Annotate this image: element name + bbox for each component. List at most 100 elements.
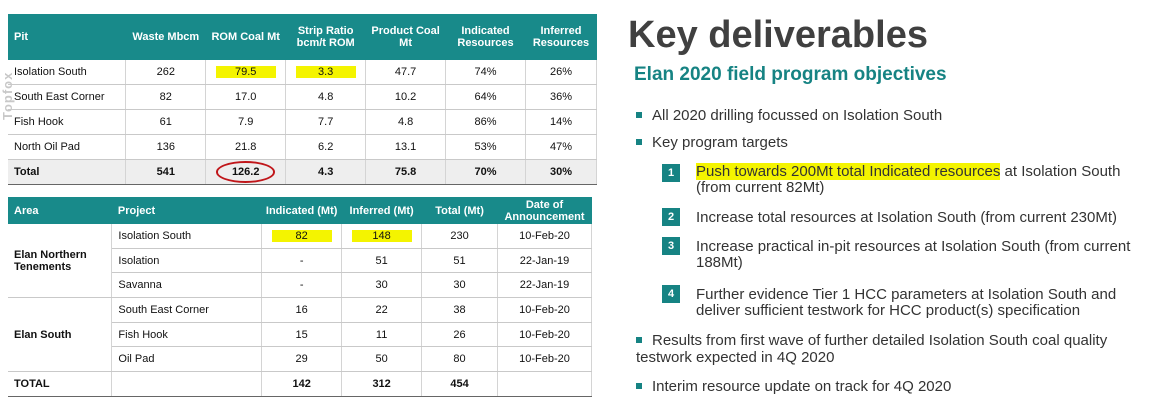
table-cell: Oil Pad (111, 346, 263, 373)
column-header: Indicated (Mt) (261, 197, 342, 224)
highlighted-value: 148 (351, 229, 412, 242)
table-cell: Savanna (111, 272, 263, 299)
table-cell: 4.3 (285, 159, 367, 185)
table-cell: 64% (445, 84, 526, 110)
table-cell: 10-Feb-20 (497, 224, 593, 249)
table-cell: 15 (261, 322, 343, 348)
table-cell: 16 (261, 297, 343, 323)
table-cell: 10-Feb-20 (497, 297, 593, 323)
table-cell: 70% (445, 159, 526, 185)
table-cell: 51 (341, 248, 423, 274)
highlighted-text: Push towards 200Mt total Indicated resou… (696, 163, 1001, 180)
area-cell: Elan South (8, 297, 113, 373)
target-text: Increase total resources at Isolation So… (696, 209, 1118, 226)
table-row: Savanna - 30 30 22-Jan-19 (8, 272, 593, 299)
table-cell: Fish Hook (111, 322, 263, 348)
bullet-item: Results from first wave of further detai… (636, 332, 1136, 366)
table-cell: 10.2 (365, 84, 447, 110)
target-text-rest: at Isolation South (from current 82Mt) (696, 163, 1121, 196)
table-row: North Oil Pad 136 21.8 6.2 13.1 53% 47% (8, 134, 598, 160)
table-cell: 312 (341, 371, 423, 397)
total-row: TOTAL 142 312 454 (8, 371, 593, 397)
table-row: Fish Hook 61 7.9 7.7 4.8 86% 14% (8, 109, 598, 135)
target-number-badge: 4 (662, 285, 680, 303)
column-header: Indicated Resources (445, 14, 526, 60)
column-header: Inferred (Mt) (341, 197, 422, 224)
table-cell: 80 (421, 346, 498, 373)
table-cell: 3.3 (285, 60, 367, 85)
table-cell: 22-Jan-19 (497, 272, 593, 299)
table-cell: Total (8, 159, 127, 185)
column-header: Inferred Resources (525, 14, 597, 60)
highlighted-value: 79.5 (215, 66, 276, 78)
table-cell: South East Corner (8, 84, 127, 110)
table-cell: Isolation (111, 248, 263, 274)
table-cell: 30 (341, 272, 423, 299)
table-cell: 47.7 (365, 60, 447, 85)
table-cell: Isolation South (111, 224, 263, 249)
table-row: Elan Northern Tenements Isolation South … (8, 224, 593, 299)
table-cell: 86% (445, 109, 526, 135)
bullet-icon (636, 139, 642, 146)
table-row: Isolation South 262 79.5 3.3 47.7 74% 26… (8, 60, 598, 85)
table-cell: 30 (421, 272, 498, 299)
table-cell: 6.2 (285, 134, 367, 160)
pit-summary-table: Pit Waste Mbcm ROM Coal Mt Strip Ratio b… (8, 14, 598, 185)
table-cell: 13.1 (365, 134, 447, 160)
table-cell: - (261, 272, 343, 299)
table-cell: 61 (125, 109, 207, 135)
bullet-icon (636, 383, 642, 390)
highlighted-value: 82 (271, 229, 332, 242)
table-cell: 10-Feb-20 (497, 322, 593, 348)
table-cell: North Oil Pad (8, 134, 127, 160)
table-cell: 148 (341, 224, 423, 249)
table-cell: 17.0 (205, 84, 287, 110)
circled-value: 126.2 (215, 161, 276, 183)
table-row: Fish Hook 15 11 26 10-Feb-20 (8, 322, 593, 348)
table-cell: 10-Feb-20 (497, 346, 593, 373)
area-cell: Elan Northern Tenements (8, 224, 113, 299)
table-cell: 82 (261, 224, 343, 249)
table-header-row: Pit Waste Mbcm ROM Coal Mt Strip Ratio b… (8, 14, 597, 60)
table-cell: 30% (525, 159, 598, 185)
table-cell: 74% (445, 60, 526, 85)
target-number-badge: 1 (662, 164, 680, 182)
table-cell: 11 (341, 322, 423, 348)
table-cell: 142 (261, 371, 343, 397)
table-cell: 26 (421, 322, 498, 348)
column-header: Product Coal Mt (365, 14, 446, 60)
table-row: Elan South South East Corner 16 22 38 10… (8, 297, 593, 373)
table-row: Oil Pad 29 50 80 10-Feb-20 (8, 346, 593, 373)
table-cell: South East Corner (111, 297, 263, 323)
table-cell: 4.8 (365, 109, 447, 135)
resources-table: Area Project Indicated (Mt) Inferred (Mt… (8, 197, 593, 397)
table-cell: TOTAL (8, 371, 113, 397)
table-cell: 79.5 (205, 60, 287, 85)
table-cell (497, 371, 593, 397)
column-header: Total (Mt) (421, 197, 498, 224)
table-cell: 4.8 (285, 84, 367, 110)
table-cell: 22-Jan-19 (497, 248, 593, 274)
table-cell: 22 (341, 297, 423, 323)
table-cell: 47% (525, 134, 598, 160)
bullet-text: Interim resource update on track for 4Q … (652, 378, 952, 395)
column-header: Project (111, 197, 262, 224)
bullet-text: All 2020 drilling focussed on Isolation … (652, 107, 943, 124)
bullet-item: Key program targets (636, 134, 788, 151)
column-header: Strip Ratio bcm/t ROM (285, 14, 366, 60)
table-cell: 75.8 (365, 159, 447, 185)
table-cell: 50 (341, 346, 423, 373)
slide-subtitle: Elan 2020 field program objectives (634, 64, 947, 85)
bullet-item: All 2020 drilling focussed on Isolation … (636, 107, 942, 124)
target-number-badge: 3 (662, 237, 680, 255)
column-header: Waste Mbcm (125, 14, 206, 60)
slide-title: Key deliverables (628, 14, 928, 56)
table-cell: 7.9 (205, 109, 287, 135)
table-cell: 454 (421, 371, 498, 397)
table-cell: 51 (421, 248, 498, 274)
bullet-text: Key program targets (652, 134, 788, 151)
total-row: Total 541 126.2 4.3 75.8 70% 30% (8, 159, 598, 185)
column-header: Date of Announcement (497, 197, 592, 224)
table-cell: 82 (125, 84, 207, 110)
table-cell: 38 (421, 297, 498, 323)
